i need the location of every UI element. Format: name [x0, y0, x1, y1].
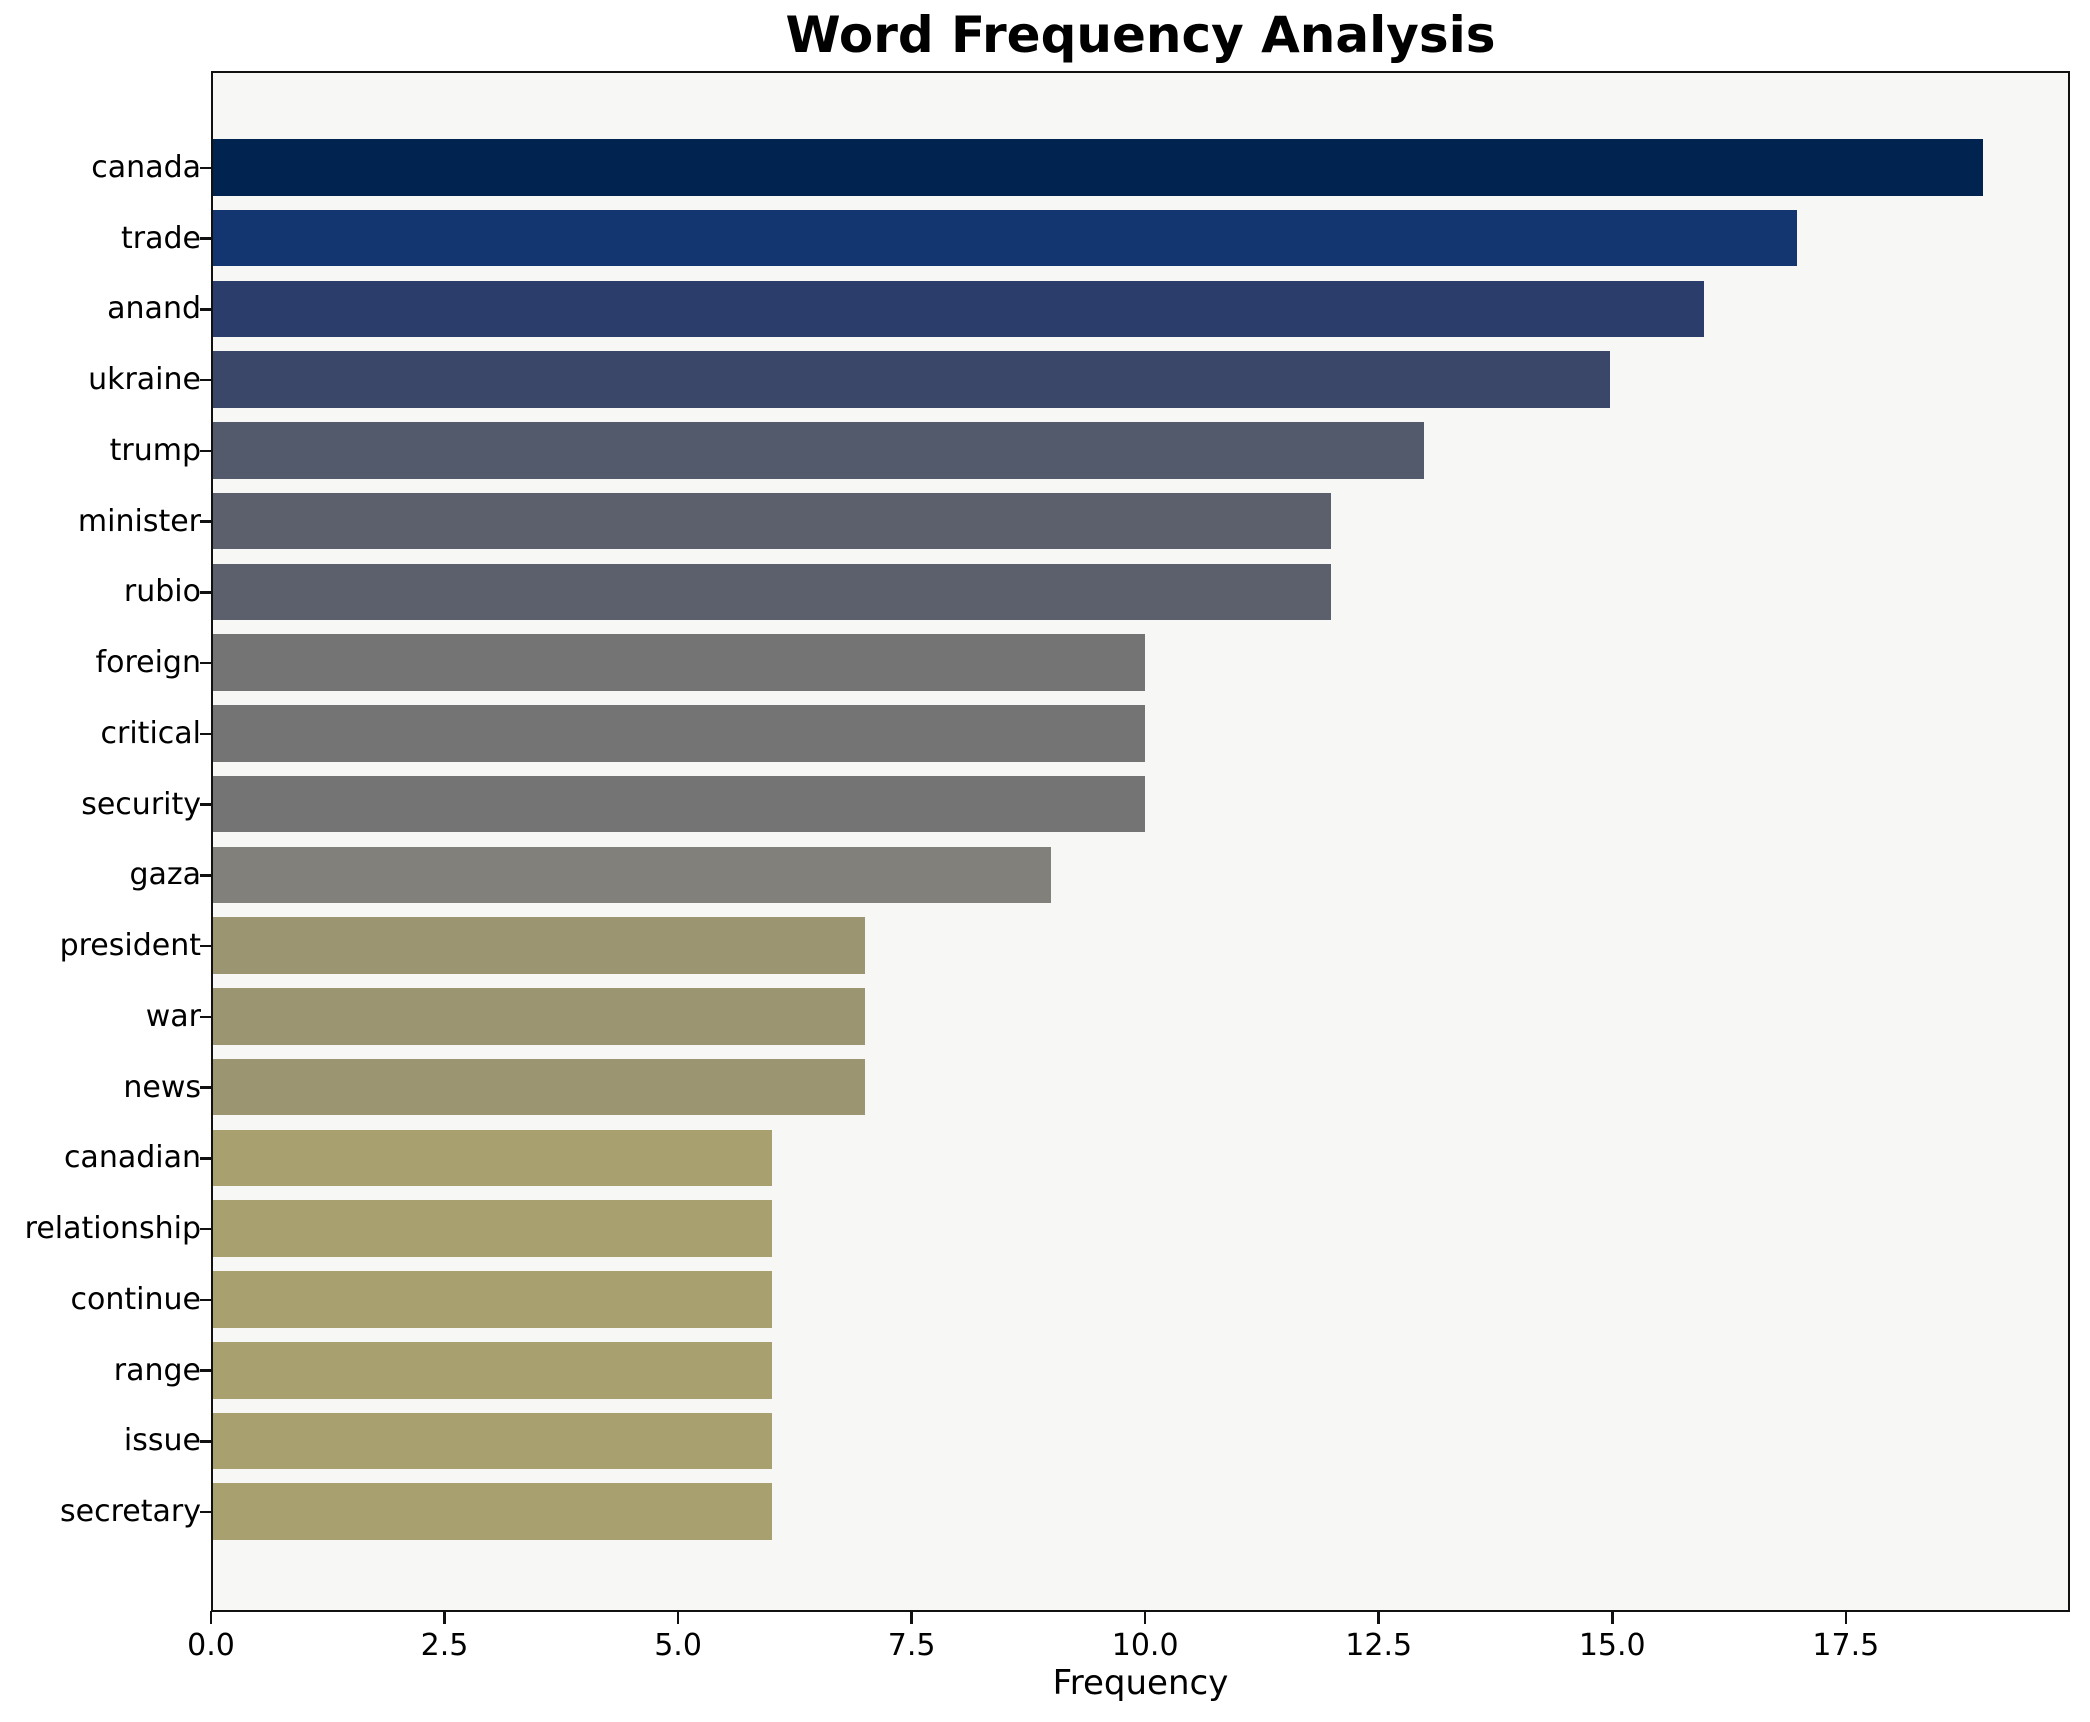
y-tick-mark [200, 449, 211, 453]
y-tick-label-president: president [59, 928, 201, 964]
bar-ukraine [213, 351, 1611, 408]
y-tick-label-anand: anand [107, 291, 201, 327]
y-tick-mark [200, 874, 211, 877]
bar-canada [213, 139, 1984, 196]
y-tick-label-secretary: secretary [60, 1494, 201, 1530]
y-tick-label-canada: canada [91, 149, 201, 185]
bar-gaza [213, 846, 1052, 904]
y-tick-mark [200, 661, 211, 665]
y-tick-label-ukraine: ukraine [88, 362, 201, 398]
x-tick-label: 10.0 [1111, 1628, 1179, 1663]
y-tick-mark [200, 944, 211, 948]
plot-area [211, 71, 2070, 1612]
y-tick-mark [200, 1157, 211, 1160]
x-tick-mark [443, 1611, 446, 1624]
y-tick-mark [200, 732, 211, 736]
y-tick-label-rubio: rubio [123, 574, 201, 610]
y-tick-mark [200, 1015, 211, 1019]
x-tick-mark [910, 1611, 913, 1624]
x-tick-mark [209, 1611, 213, 1624]
y-tick-mark [200, 520, 211, 523]
y-tick-mark [200, 1298, 211, 1302]
bar-critical [213, 705, 1145, 762]
y-tick-mark [200, 378, 211, 382]
bar-trade [213, 209, 1797, 267]
x-tick-label: 12.5 [1345, 1628, 1413, 1663]
y-tick-label-trump: trump [109, 432, 201, 468]
y-tick-mark [200, 1086, 211, 1089]
x-tick-label: 17.5 [1812, 1628, 1880, 1663]
x-axis-title: Frequency [1052, 1663, 1229, 1703]
x-tick-mark [1844, 1611, 1848, 1624]
y-tick-label-issue: issue [123, 1423, 201, 1459]
bar-president [213, 917, 866, 974]
y-tick-mark [200, 1510, 211, 1514]
y-tick-label-news: news [123, 1069, 201, 1105]
bar-security [213, 775, 1145, 833]
y-tick-label-continue: continue [70, 1281, 201, 1317]
y-tick-label-minister: minister [77, 503, 201, 539]
y-tick-label-range: range [113, 1352, 201, 1388]
bar-relationship [213, 1200, 772, 1257]
y-tick-mark [200, 166, 211, 170]
y-tick-label-relationship: relationship [24, 1211, 201, 1247]
x-tick-mark [1611, 1611, 1614, 1624]
y-tick-label-foreign: foreign [95, 645, 201, 681]
x-tick-mark [1377, 1611, 1380, 1624]
y-tick-mark [200, 591, 211, 594]
x-tick-mark [1143, 1611, 1147, 1624]
x-tick-label: 7.5 [887, 1628, 936, 1663]
y-tick-mark [200, 803, 211, 806]
bar-continue [213, 1271, 772, 1328]
x-tick-label: 0.0 [187, 1628, 235, 1663]
y-tick-mark [200, 1440, 211, 1443]
x-tick-label: 2.5 [420, 1628, 469, 1663]
y-tick-label-trade: trade [121, 220, 201, 256]
bar-canadian [213, 1129, 772, 1187]
x-tick-label: 5.0 [654, 1628, 702, 1663]
bar-issue [213, 1412, 772, 1470]
bar-war [213, 988, 866, 1045]
x-tick-mark [676, 1611, 680, 1624]
y-tick-mark [200, 1369, 211, 1372]
y-tick-label-gaza: gaza [129, 857, 201, 893]
y-tick-mark [200, 237, 211, 240]
bar-anand [213, 280, 1704, 338]
y-tick-mark [200, 1227, 211, 1231]
y-tick-label-canadian: canadian [63, 1140, 201, 1176]
chart-title: Word Frequency Analysis [785, 6, 1496, 64]
y-tick-label-security: security [81, 786, 201, 822]
y-tick-mark [200, 308, 211, 311]
bar-range [213, 1341, 772, 1399]
bar-secretary [213, 1483, 772, 1541]
bar-rubio [213, 563, 1331, 621]
y-tick-label-war: war [145, 998, 201, 1034]
bar-news [213, 1058, 866, 1116]
bar-minister [213, 492, 1331, 550]
bar-trump [213, 422, 1425, 479]
x-tick-label: 15.0 [1578, 1628, 1646, 1663]
y-tick-label-critical: critical [100, 715, 201, 751]
bar-foreign [213, 634, 1145, 691]
